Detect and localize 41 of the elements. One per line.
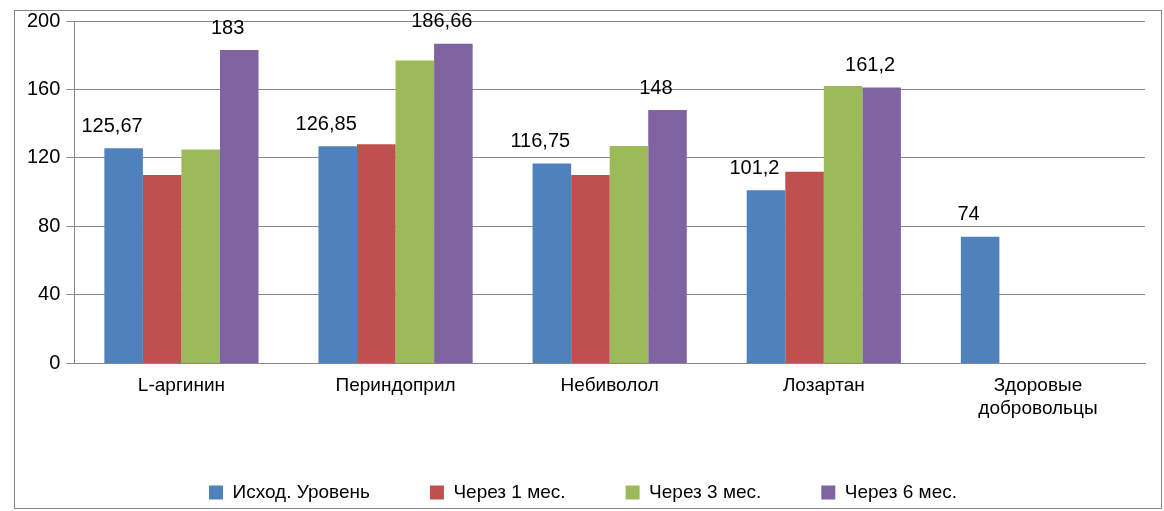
data-label: 116,75 (510, 129, 571, 152)
y-tick-label: 40 (38, 282, 61, 305)
bar (142, 175, 182, 363)
x-tick-label: Здоровые добровольцы (978, 374, 1098, 418)
bar (181, 149, 220, 363)
bar (357, 144, 396, 363)
bar (960, 236, 1000, 363)
data-label: 126,85 (295, 111, 357, 134)
y-tick-label: 120 (26, 145, 61, 168)
bar (746, 190, 786, 363)
bar (571, 175, 610, 363)
data-label: 161,2 (845, 52, 896, 75)
x-tick-label: L-аргинин (137, 374, 226, 396)
legend-label: Через 1 мес. (453, 480, 566, 502)
data-label: 125,67 (81, 113, 143, 136)
bar (648, 110, 687, 363)
y-tick-label: 200 (26, 8, 61, 31)
data-label: 183 (211, 15, 245, 38)
y-tick-label: 0 (49, 350, 61, 373)
data-label: 186,66 (411, 9, 473, 32)
bar (532, 163, 572, 363)
legend-label: Через 3 мес. (649, 480, 762, 502)
data-label: 101,2 (729, 155, 780, 178)
data-label: 74 (957, 202, 980, 225)
legend-label: Через 6 мес. (844, 480, 958, 502)
bar (609, 145, 649, 363)
bar (104, 148, 143, 363)
y-tick-label: 80 (38, 213, 61, 236)
x-tick-label: Лозартан (782, 374, 865, 396)
bar (823, 86, 863, 363)
y-tick-label: 160 (26, 77, 61, 99)
x-tick-label: Небиволол (560, 374, 659, 396)
legend-label: Исход. Уровень (232, 480, 371, 502)
data-label: 148 (639, 75, 673, 98)
bar (395, 60, 435, 363)
bar (434, 43, 473, 363)
bar (219, 50, 259, 363)
bar (318, 146, 358, 363)
bar (785, 171, 824, 363)
bar (862, 87, 901, 363)
x-tick-label: Периндоприл (335, 374, 456, 396)
